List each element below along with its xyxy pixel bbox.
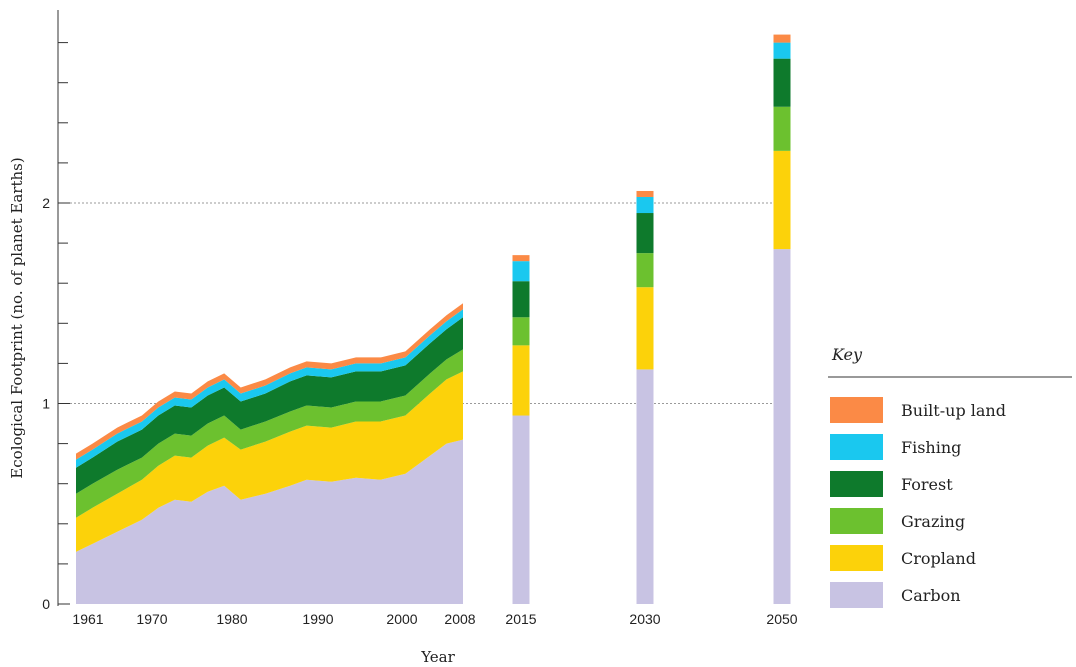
area-built-up-land <box>76 303 463 460</box>
bar-2050-carbon <box>773 249 791 605</box>
x-tick-label: 2015 <box>505 611 536 627</box>
x-tick-label: 2050 <box>766 611 797 627</box>
bar-2030-cropland <box>636 287 654 370</box>
stacked-areas <box>76 303 463 604</box>
legend-label-fishing: Fishing <box>901 438 961 457</box>
legend-swatch-grazing <box>830 508 883 534</box>
bar-2030-fishing <box>636 196 654 214</box>
x-tick-labels: 1961 1970 1980 1990 2000 2008 2015 2030 2050 <box>72 611 797 627</box>
legend-swatch-fishing <box>830 434 883 460</box>
legend-swatch-built-up-land <box>830 397 883 423</box>
legend-swatch-forest <box>830 471 883 497</box>
bar-2015-carbon <box>512 415 530 604</box>
legend-label-carbon: Carbon <box>901 586 961 605</box>
x-tick-label: 2030 <box>629 611 660 627</box>
bar-2050-fishing <box>773 42 791 59</box>
x-tick-label: 1970 <box>136 611 167 627</box>
x-tick-label: 2008 <box>444 611 475 627</box>
legend: Key Built-up land Fishing Forest Grazing Cro… <box>828 345 1072 608</box>
legend-label-built-up-land: Built-up land <box>901 401 1006 420</box>
y-ticks: 0 1 2 <box>42 42 70 612</box>
x-tick-label: 2000 <box>386 611 417 627</box>
bar-2050-cropland <box>773 150 791 250</box>
bar-2030-built-up-land <box>636 190 654 197</box>
bar-2015-forest <box>512 281 530 318</box>
legend-label-forest: Forest <box>901 475 953 494</box>
bar-2015-built-up-land <box>512 255 530 262</box>
bar-2015-cropland <box>512 345 530 416</box>
area-carbon <box>76 439 463 604</box>
y-tick-label: 0 <box>42 596 50 612</box>
area-fishing <box>76 309 463 468</box>
legend-swatch-cropland <box>830 545 883 571</box>
x-tick-label: 1990 <box>302 611 333 627</box>
bar-2050-forest <box>773 58 791 107</box>
area-forest <box>76 317 463 494</box>
legend-label-grazing: Grazing <box>901 512 965 531</box>
y-tick-label: 2 <box>42 195 50 211</box>
area-grazing <box>76 349 463 518</box>
legend-swatch-carbon <box>830 582 883 608</box>
bar-2015-grazing <box>512 317 530 346</box>
x-tick-label: 1961 <box>72 611 103 627</box>
bar-2030-forest <box>636 213 654 254</box>
legend-title: Key <box>831 345 863 364</box>
bar-2050-built-up-land <box>773 34 791 43</box>
bar-2015-fishing <box>512 261 530 282</box>
legend-label-cropland: Cropland <box>901 549 976 568</box>
bar-2050-grazing <box>773 106 791 151</box>
x-axis-title: Year <box>420 648 455 666</box>
y-tick-label: 1 <box>42 396 50 412</box>
bar-2030-carbon <box>636 369 654 604</box>
x-tick-label: 1980 <box>216 611 247 627</box>
bar-2030-grazing <box>636 253 654 288</box>
y-axis-title: Ecological Footprint (no. of planet Eart… <box>8 157 26 478</box>
projection-bars <box>512 34 791 605</box>
area-cropland <box>76 371 463 552</box>
